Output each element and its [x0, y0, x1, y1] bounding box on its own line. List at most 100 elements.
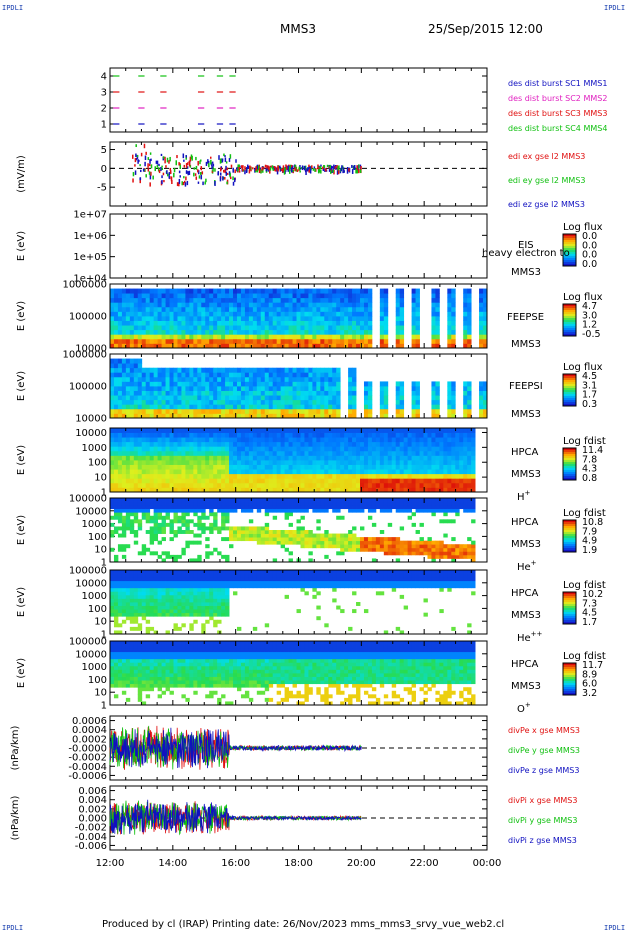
feepse-cell [137, 338, 143, 344]
hpca_h-cell [129, 464, 135, 470]
feepse-cell [356, 320, 361, 326]
hpca_h-cell [133, 469, 139, 475]
feepsi-cell [217, 381, 222, 387]
feepse-cell [463, 334, 468, 340]
hpca_h-cell [221, 460, 226, 465]
feepsi-cell [483, 395, 488, 401]
feepse-cell [145, 325, 151, 331]
hpca_h-cell [367, 441, 373, 447]
hpca_h-cell [328, 455, 333, 461]
feepse-cell [221, 316, 226, 321]
edi-point [225, 171, 228, 176]
hpca_he-cell [125, 526, 131, 531]
feepsi-cell [121, 381, 127, 387]
hpca_he-cell [181, 515, 186, 520]
feepsi-cell [141, 404, 147, 410]
feepsi-cell [399, 408, 405, 414]
hpca_h-cell [320, 487, 325, 493]
feepsi-cell [236, 386, 242, 391]
hpca_he-cell [141, 547, 147, 552]
hpca_he-cell [332, 533, 337, 538]
hpca_he-cell [225, 526, 230, 531]
hpca_h-cell [117, 455, 123, 461]
hpca_h-colorbar-band [563, 464, 576, 467]
hpca_he-cell [153, 501, 159, 506]
edi-point [262, 166, 265, 170]
hpca_he-cell [189, 540, 194, 545]
feepsi-cell [300, 376, 305, 382]
feepse-cell [141, 320, 147, 326]
hpca_h-cell [240, 437, 246, 443]
hpca_h-cell [363, 437, 369, 443]
hpca_he-cell [352, 501, 357, 506]
hpca_h-cell [300, 464, 305, 470]
hpca_h-cell [284, 473, 289, 479]
feepse-cell [304, 329, 309, 335]
hpca_h-cell [391, 469, 397, 475]
edi-point [205, 178, 207, 183]
hpca_h-cell [399, 478, 405, 484]
feepse-cell [340, 320, 345, 326]
feepsi-cell [308, 372, 313, 378]
hpca_h-cell [256, 455, 262, 461]
feepse-cell [344, 311, 349, 317]
feepse-cell [348, 325, 353, 331]
hpca_h-cell [455, 464, 460, 470]
feepsi-cell [296, 404, 301, 410]
feepsi-cell [268, 399, 274, 405]
edi-point [184, 182, 187, 187]
hpca_h-cell [391, 473, 397, 479]
hpca_he-cell [296, 537, 301, 542]
feepsi-cell [296, 395, 301, 401]
hpca_h-cell [217, 446, 222, 452]
hpca_he-cell [161, 522, 166, 527]
hpca_he-cell [367, 501, 373, 506]
feepse-cell [244, 311, 250, 317]
feepsi-cell [320, 395, 325, 401]
feepse-cell [415, 302, 420, 308]
hpca_h-cell [332, 460, 337, 465]
feepse-cell [161, 302, 166, 308]
hpca_h-cell [344, 464, 349, 470]
hpca_he-cell [427, 554, 432, 559]
feepse-cell [447, 316, 452, 321]
feepse-cell [435, 288, 440, 294]
hpca_h-cell [356, 428, 361, 433]
edi-point [178, 162, 180, 166]
feepse-cell [165, 306, 170, 312]
feepsi-cell [244, 404, 250, 410]
hpca_h-cell [391, 446, 397, 452]
hpca_he-cell [181, 512, 186, 517]
hpca_h-cell [411, 437, 416, 443]
edi-point [299, 170, 301, 173]
hpca_he-cell [352, 498, 357, 502]
hpca_h-cell [300, 487, 305, 493]
feepse-cell [236, 311, 242, 317]
hpca_he-cell [292, 533, 297, 538]
feepse-cell [217, 325, 222, 331]
hpca_he-cell [308, 505, 313, 510]
hpca_he-cell [379, 547, 385, 552]
hpca_h-cell [209, 473, 214, 479]
hpca_h-cell [395, 450, 401, 456]
edi-point [170, 176, 173, 182]
feepsi-cell [193, 390, 198, 396]
feepsi-cell [348, 404, 353, 410]
feepse-cell [431, 297, 436, 303]
hpca_h-cell [193, 482, 198, 488]
hpca_h-cell [423, 469, 428, 475]
hpca_he-cell [189, 501, 194, 506]
hpca_h-cell [308, 428, 313, 433]
hpca_h-cell [447, 441, 452, 447]
hpca_h-cell [268, 441, 274, 447]
hpca_he-cell [348, 547, 353, 552]
hpca_h-cell [399, 464, 405, 470]
feepsi-cell [280, 386, 286, 391]
hpca_he-cell [113, 530, 119, 534]
edi-point [134, 170, 137, 175]
hpca_h-cell [383, 464, 389, 470]
hpca_he-cell [141, 551, 147, 556]
edi-point [336, 166, 338, 170]
feepsi-cell [256, 399, 262, 405]
edi-point [223, 169, 225, 173]
